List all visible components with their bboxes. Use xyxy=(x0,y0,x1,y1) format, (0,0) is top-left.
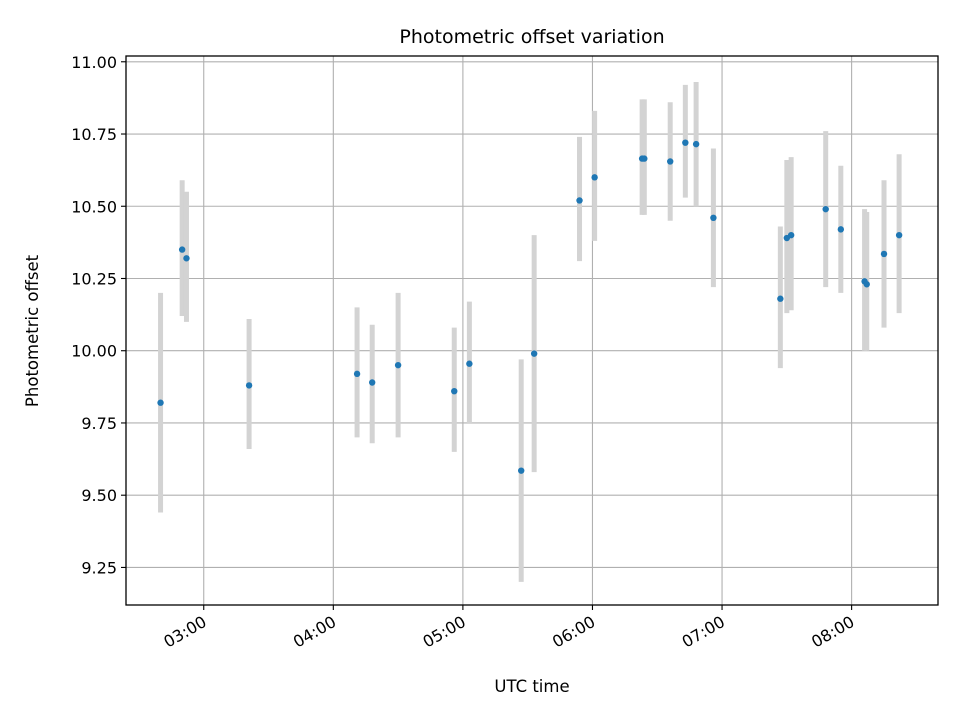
data-point xyxy=(394,361,402,369)
data-point xyxy=(682,139,689,146)
y-tick-label: 11.00 xyxy=(71,53,117,72)
data-point xyxy=(451,387,458,395)
data-points xyxy=(157,139,903,474)
data-point xyxy=(822,205,829,213)
grid xyxy=(126,56,938,605)
data-point xyxy=(777,295,784,302)
data-point xyxy=(530,350,538,357)
data-point xyxy=(518,467,525,474)
data-point xyxy=(692,140,700,148)
plot-frame xyxy=(125,55,939,606)
chart-title: Photometric offset variation xyxy=(399,26,664,48)
data-point xyxy=(466,360,473,367)
data-point xyxy=(245,382,253,389)
data-point xyxy=(710,214,717,222)
data-point xyxy=(368,379,376,386)
data-point xyxy=(183,255,190,262)
y-tick-label: 9.25 xyxy=(81,558,117,577)
data-point xyxy=(667,158,674,165)
data-point xyxy=(837,226,845,233)
data-point xyxy=(591,174,598,181)
y-tick-label: 10.75 xyxy=(71,125,117,144)
data-point xyxy=(641,155,648,162)
data-point xyxy=(353,370,361,378)
data-point xyxy=(863,281,870,288)
data-point xyxy=(157,399,164,406)
data-point xyxy=(576,197,583,204)
y-tick-label: 9.50 xyxy=(81,486,117,505)
data-point xyxy=(880,250,888,258)
data-point xyxy=(178,246,186,253)
data-point xyxy=(895,231,903,239)
y-tick-label: 9.75 xyxy=(81,414,117,433)
y-axis-label: Photometric offset xyxy=(23,254,42,407)
data-point xyxy=(787,231,795,239)
y-axis: 9.25 9.50 9.75 10.00 10.25 10.50 10.75 11.00 xyxy=(71,53,126,577)
y-tick-label: 10.25 xyxy=(71,269,117,288)
y-tick-label: 10.50 xyxy=(71,197,117,216)
y-tick-label: 10.00 xyxy=(71,342,117,361)
x-axis-label: UTC time xyxy=(494,677,569,696)
